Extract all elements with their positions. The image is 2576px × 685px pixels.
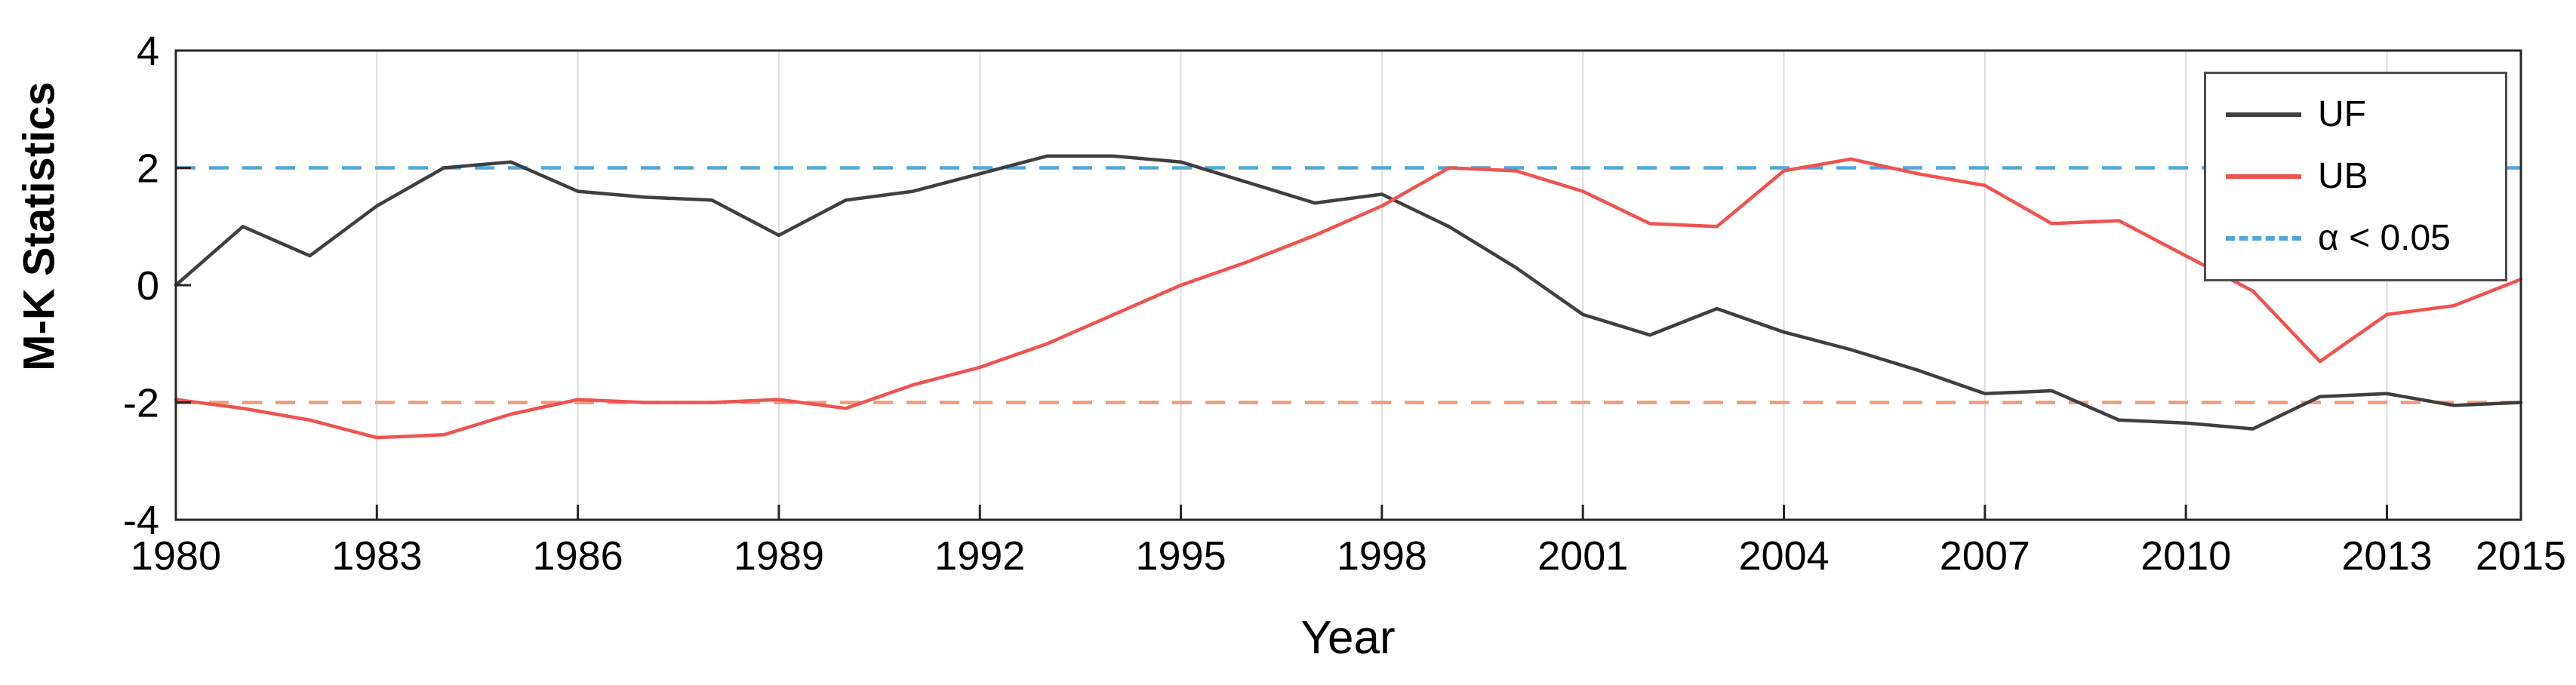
y-axis-label: M-K Statistics [14, 81, 64, 371]
legend-item-uf: UF [2226, 94, 2505, 136]
legend-item-ub: UB [2226, 155, 2505, 198]
legend-label-ub: UB [2318, 156, 2368, 196]
plot-box [174, 49, 2522, 521]
uf-line-swatch [2226, 112, 2301, 117]
legend-label-uf: UF [2318, 94, 2366, 134]
series-line-ub [174, 157, 2523, 440]
legend-item-alpha: α < 0.05 [2226, 217, 2505, 260]
legend-label-alpha: α < 0.05 [2318, 218, 2451, 258]
series-line-uf [174, 154, 2523, 431]
alpha-dashed-line-swatch [2226, 236, 2301, 241]
x-tick-label-1995: 1995 [1136, 533, 1226, 579]
x-tick-label-1980: 1980 [131, 533, 221, 579]
x-tick-label-2004: 2004 [1738, 533, 1829, 579]
y-tick-label-2: 2 [137, 146, 159, 192]
x-tick-label-1983: 1983 [331, 533, 422, 579]
y-tick-label--2: -2 [123, 381, 159, 426]
x-tick-label-2015: 2015 [2476, 533, 2566, 579]
x-tick-label-1998: 1998 [1337, 533, 1427, 579]
x-tick-label-2013: 2013 [2341, 533, 2432, 579]
ub-line-swatch [2226, 174, 2301, 179]
x-tick-label-1986: 1986 [533, 533, 623, 579]
x-tick-label-1989: 1989 [734, 533, 824, 579]
x-tick-label-2007: 2007 [1940, 533, 2030, 579]
x-axis-label: Year [1300, 612, 1396, 664]
legend: UF UB α < 0.05 [2204, 72, 2507, 281]
y-tick-label--4: -4 [123, 498, 159, 543]
x-tick-label-2001: 2001 [1537, 533, 1628, 579]
x-tick-label-1992: 1992 [934, 533, 1025, 579]
y-tick-label-0: 0 [137, 263, 159, 309]
y-tick-label-4: 4 [137, 29, 159, 74]
x-tick-label-2010: 2010 [2141, 533, 2231, 579]
